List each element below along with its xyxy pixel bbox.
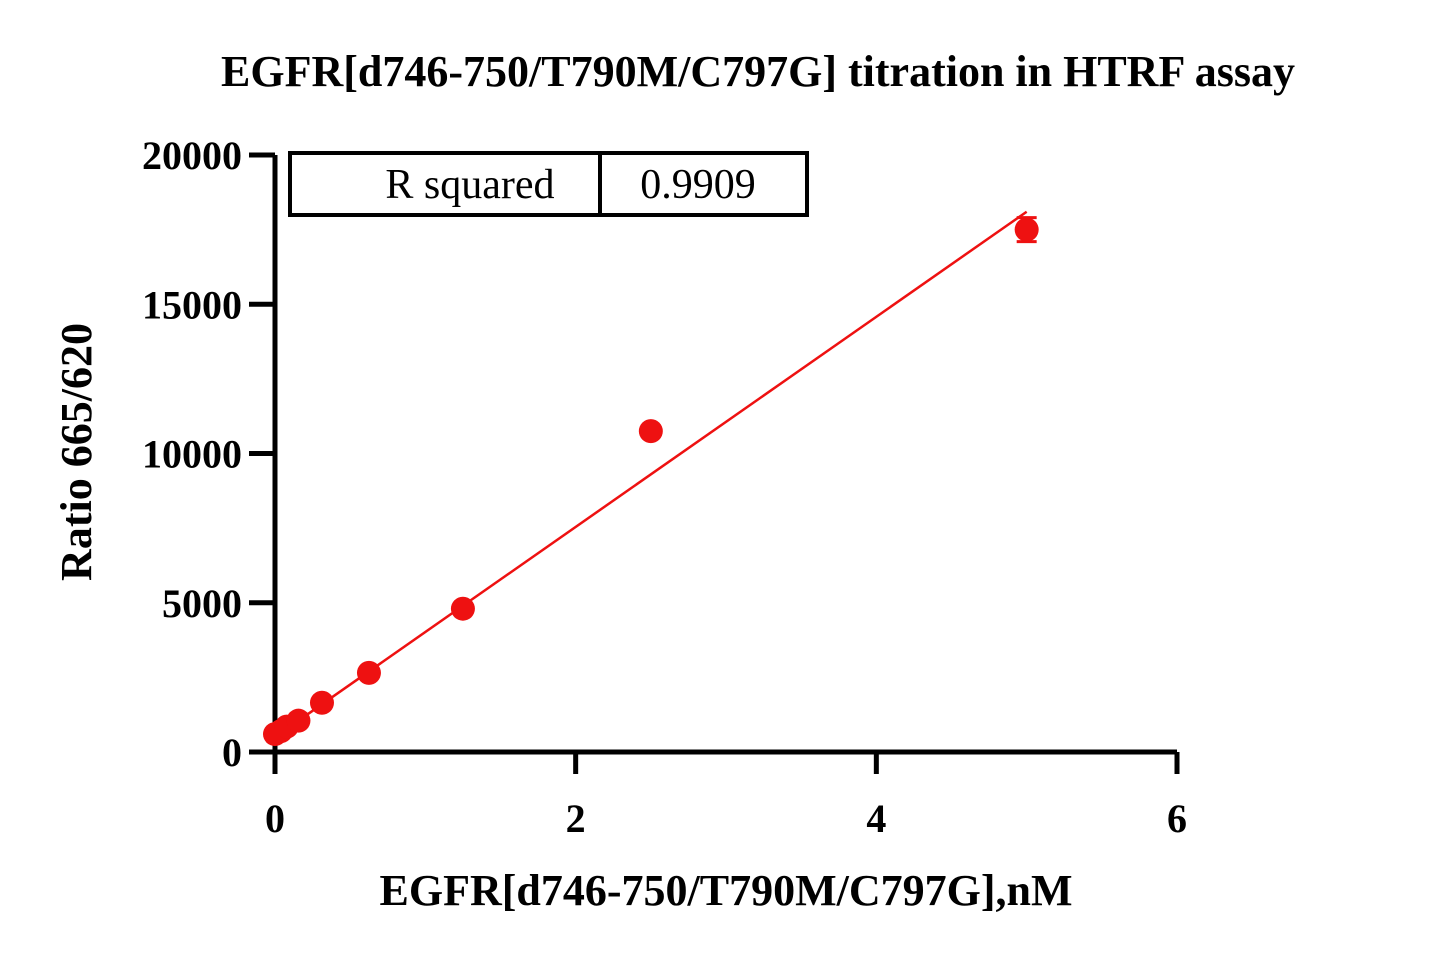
data-point <box>356 660 381 685</box>
y-tick-label: 15000 <box>142 282 242 327</box>
data-points <box>263 216 1039 747</box>
fit-line-group <box>274 210 1028 739</box>
axes <box>272 155 1177 755</box>
r-squared-label: R squared <box>385 162 554 208</box>
y-tick-label: 0 <box>222 730 242 775</box>
data-point <box>638 419 663 444</box>
x-ticks: 0 2 4 6 <box>265 752 1187 841</box>
data-point <box>1014 217 1039 242</box>
x-tick-label: 2 <box>566 796 586 841</box>
data-point <box>286 708 311 733</box>
y-ticks: 0 5000 10000 15000 20000 <box>142 133 275 775</box>
x-tick-label: 4 <box>866 796 886 841</box>
y-tick-label: 20000 <box>142 133 242 178</box>
x-tick-label: 0 <box>265 796 285 841</box>
y-tick-label: 10000 <box>142 432 242 477</box>
chart-title: EGFR[d746-750/T790M/C797G] titration in … <box>221 47 1295 96</box>
data-point <box>309 690 334 715</box>
x-axis-label: EGFR[d746-750/T790M/C797G],nM <box>380 866 1073 915</box>
x-tick-label: 6 <box>1167 796 1187 841</box>
data-point <box>450 596 475 621</box>
y-tick-label: 5000 <box>162 581 242 626</box>
r-squared-box <box>288 151 809 217</box>
r-squared-table: R squared 0.9909 <box>288 151 809 217</box>
fit-line <box>274 210 1028 739</box>
r-squared-value: 0.9909 <box>640 162 756 208</box>
y-axis-label: Ratio 665/620 <box>52 323 101 581</box>
